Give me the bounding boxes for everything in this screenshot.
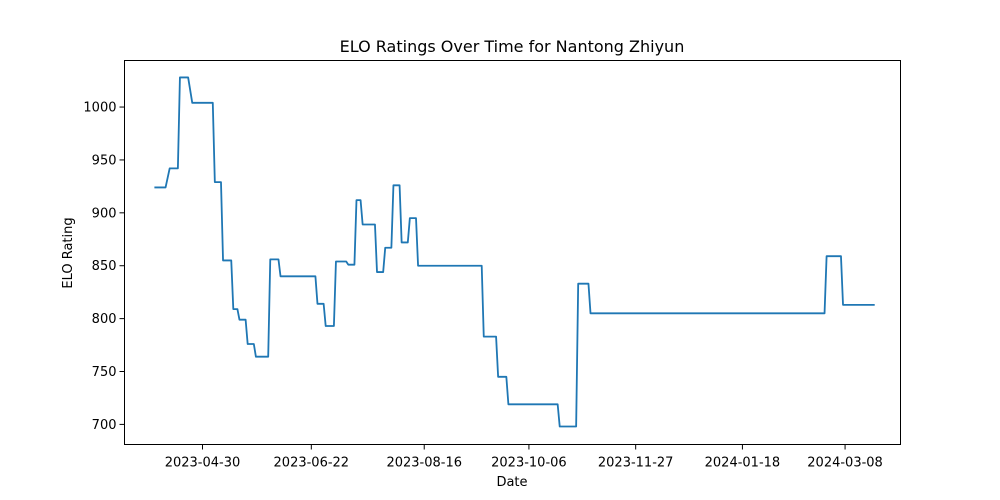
chart-title: ELO Ratings Over Time for Nantong Zhiyun — [340, 37, 685, 56]
plot-frame — [124, 60, 901, 445]
x-tick-label: 2023-06-22 — [274, 456, 350, 471]
series-line — [154, 76, 875, 428]
y-tick-label: 900 — [92, 206, 117, 221]
y-tick-label: 700 — [92, 418, 117, 433]
x-axis-ticks: 2023-04-30 2023-06-22 2023-08-16 2023-10-06… — [165, 444, 883, 471]
x-tick-label: 2023-08-16 — [386, 456, 462, 471]
y-tick-label: 850 — [92, 259, 117, 274]
plot-area: 2023-04-30 2023-06-22 2023-08-16 2023-10-06… — [83, 60, 901, 471]
x-tick-label: 2023-04-30 — [165, 456, 241, 471]
x-tick-label: 2023-11-27 — [598, 456, 674, 471]
y-tick-label: 950 — [92, 153, 117, 168]
y-tick-label: 1000 — [83, 101, 116, 116]
x-axis-label: Date — [496, 475, 527, 490]
x-tick-label: 2024-01-18 — [705, 456, 781, 471]
x-tick-label: 2023-10-06 — [491, 456, 567, 471]
y-tick-label: 800 — [92, 312, 117, 327]
y-tick-label: 750 — [92, 365, 117, 380]
x-tick-label: 2024-03-08 — [807, 456, 883, 471]
y-axis-ticks: 700 750 800 850 900 950 1000 — [83, 101, 125, 433]
y-axis-label: ELO Rating — [61, 217, 76, 288]
